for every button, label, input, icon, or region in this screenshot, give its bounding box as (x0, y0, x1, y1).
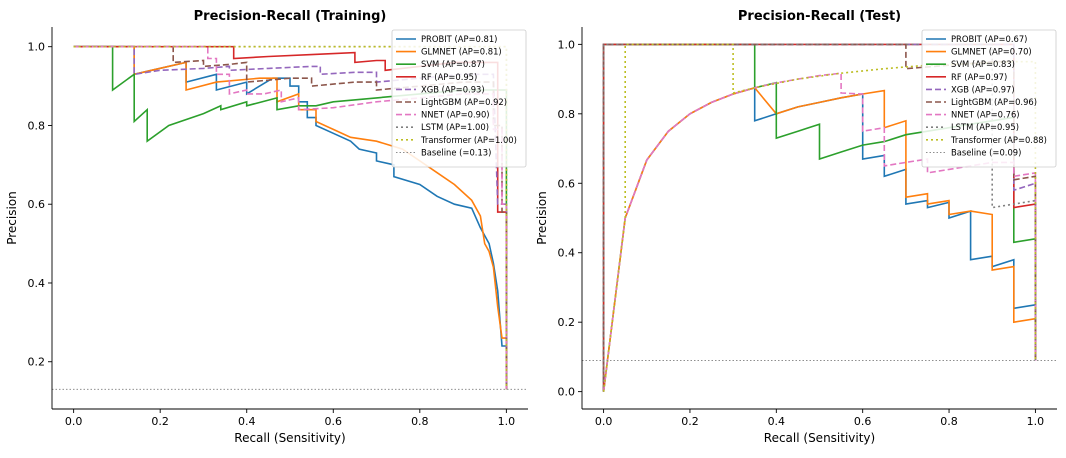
x-tick-label: 0.0 (595, 415, 613, 428)
x-tick-label: 0.8 (940, 415, 958, 428)
x-tick-label: 0.2 (151, 415, 169, 428)
y-tick-label: 0.2 (28, 356, 46, 369)
x-tick-label: 0.0 (65, 415, 83, 428)
x-axis-label: Recall (Sensitivity) (234, 431, 345, 445)
x-tick-label: 0.2 (681, 415, 699, 428)
series-line-glmnet (73, 45, 508, 390)
chart-panel-0: Precision-Recall (Training) 0.0 0.2 0.4 0.6 0… (5, 9, 528, 445)
series-line-transformer (602, 43, 1037, 392)
legend-entry: GLMNET (AP=0.70) (951, 47, 1032, 57)
legend-entry: SVM (AP=0.83) (951, 59, 1015, 69)
y-tick-label: 1.0 (28, 41, 46, 54)
x-tick-label: 0.8 (411, 415, 429, 428)
series-group (582, 43, 1057, 392)
legend-entry: LSTM (AP=1.00) (421, 122, 489, 132)
legend-entry: Transformer (AP=1.00) (420, 135, 517, 145)
legend-entry: PROBIT (AP=0.81) (421, 34, 497, 44)
legend-entry: NNET (AP=0.76) (951, 110, 1020, 120)
y-axis-label: Precision (5, 191, 19, 245)
legend-entry: PROBIT (AP=0.67) (951, 34, 1027, 44)
y-tick-label: 0.6 (28, 198, 46, 211)
y-axis-label: Precision (535, 191, 549, 245)
legend-entry: LightGBM (AP=0.96) (951, 97, 1037, 107)
legend: PROBIT (AP=0.81) GLMNET (AP=0.81) SVM (AP=… (391, 29, 527, 168)
x-tick-label: 1.0 (498, 415, 516, 428)
legend-entry: LightGBM (AP=0.92) (421, 97, 507, 107)
series-line-rf (73, 45, 508, 390)
legend-entry: SVM (AP=0.87) (421, 59, 485, 69)
y-tick-label: 0.4 (28, 277, 46, 290)
y-tick-label: 0.8 (28, 119, 46, 132)
legend-entry: RF (AP=0.95) (421, 72, 477, 82)
series-line-probit (73, 45, 508, 390)
chart-title: Precision-Recall (Test) (738, 9, 901, 24)
legend-entry: GLMNET (AP=0.81) (421, 47, 502, 57)
legend-entry: XGB (AP=0.93) (421, 84, 485, 94)
x-tick-label: 0.4 (768, 415, 786, 428)
series-line-glmnet (602, 86, 1037, 392)
y-tick-label: 1.0 (558, 38, 576, 51)
series-group (52, 45, 528, 390)
y-tick-label: 0.8 (558, 108, 576, 121)
legend-entry: Baseline (=0.13) (421, 147, 491, 157)
x-tick-label: 0.6 (325, 415, 343, 428)
legend-box (921, 29, 1057, 168)
legend-entry: LSTM (AP=0.95) (951, 122, 1019, 132)
x-axis-label: Recall (Sensitivity) (764, 431, 875, 445)
y-tick-label: 0.2 (558, 316, 576, 329)
legend-box (391, 29, 527, 168)
x-tick-label: 1.0 (1027, 415, 1045, 428)
legend-entry: Baseline (=0.09) (951, 147, 1021, 157)
y-tick-label: 0.4 (558, 247, 576, 260)
series-line-transformer (73, 45, 508, 390)
legend-entry: NNET (AP=0.90) (421, 110, 490, 120)
legend-entry: XGB (AP=0.97) (951, 84, 1015, 94)
legend-entry: RF (AP=0.97) (951, 72, 1007, 82)
legend: PROBIT (AP=0.67) GLMNET (AP=0.70) SVM (AP=… (921, 29, 1057, 168)
chart-panel-1: Precision-Recall (Test) 0.0 0.2 0.4 0.6 0.8 1.… (535, 9, 1057, 445)
x-tick-label: 0.6 (854, 415, 872, 428)
chart-title: Precision-Recall (Training) (194, 9, 387, 24)
legend-entry: Transformer (AP=0.88) (950, 135, 1047, 145)
x-tick-label: 0.4 (238, 415, 256, 428)
y-tick-label: 0.0 (558, 386, 576, 399)
y-tick-label: 0.6 (558, 177, 576, 190)
